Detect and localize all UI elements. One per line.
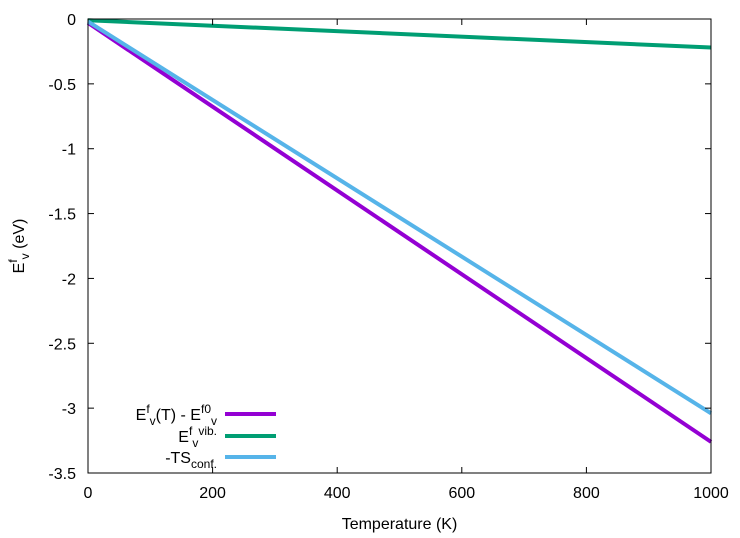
y-label-sup: f: [6, 259, 20, 263]
legend-label-1: Efvvib.: [178, 424, 217, 450]
y-axis-label: Efv (eV): [6, 219, 32, 274]
x-axis-label: Temperature (K): [342, 516, 458, 533]
legend-label-part: -TS: [165, 450, 191, 467]
legend-label-part: f0: [201, 402, 211, 416]
x-tick-label: 800: [573, 485, 600, 502]
x-tick-label: 600: [448, 485, 475, 502]
series-line-2: [86, 19, 713, 416]
y-tick-label: -2.5: [48, 336, 76, 353]
plot-frame: [87, 18, 712, 474]
legend-label-part: v: [211, 414, 217, 428]
legend-label-part: (T) - E: [156, 407, 201, 424]
plot-area: [86, 18, 713, 444]
legend-label-part: v: [192, 436, 198, 450]
y-tick-label: -3: [62, 401, 76, 418]
axis-ticks: 0 200 400 600 800 1000 0 -0.5 -1 -1.5 -2 -2.5 -3 -3.5: [48, 12, 728, 502]
series-line-1: [87, 18, 712, 50]
y-tick-label: -1.5: [48, 207, 76, 224]
legend-label-part: v: [150, 414, 156, 428]
y-label-sub: v: [18, 253, 32, 259]
series-line-0: [86, 21, 713, 444]
legend-label-part: vib.: [198, 424, 217, 438]
legend-label-part: f: [146, 402, 150, 416]
y-tick-label: -0.5: [48, 77, 76, 94]
y-label-main: E: [11, 263, 28, 274]
y-tick-label: -1: [62, 142, 76, 159]
y-label-rest: (eV): [11, 219, 28, 254]
legend-label-2: -TSconf.: [165, 450, 217, 471]
y-tick-label: 0: [67, 12, 76, 29]
x-tick-label: 0: [84, 485, 93, 502]
legend-label-part: E: [136, 407, 147, 424]
x-tick-label: 200: [199, 485, 226, 502]
y-tick-label: -3.5: [48, 466, 76, 483]
legend-label-0: Efv(T) - Ef0v: [136, 402, 217, 428]
x-tick-label: 400: [324, 485, 351, 502]
legend-label-part: E: [178, 429, 189, 446]
legend-label-part: conf.: [191, 457, 217, 471]
legend-label-part: f: [189, 424, 193, 438]
x-tick-label: 1000: [693, 485, 729, 502]
y-tick-label: -2: [62, 271, 76, 288]
